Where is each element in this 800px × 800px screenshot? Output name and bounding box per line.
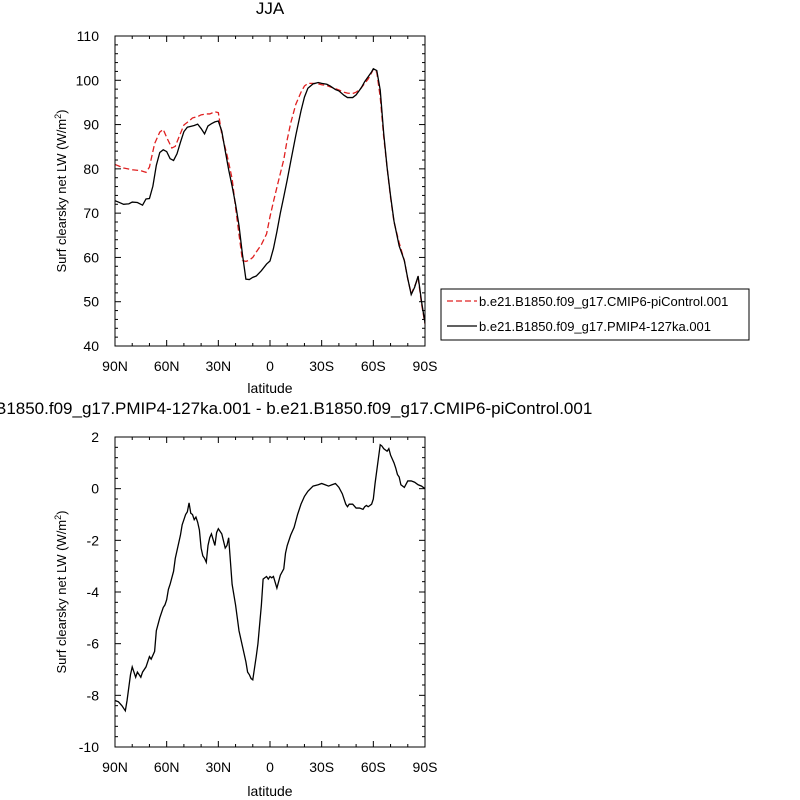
series-line-0-0	[115, 68, 425, 324]
bottom-panel: b.e21.B1850.f09_g17.PMIP4-127ka.001 - b.…	[0, 399, 592, 799]
series-line-0-1	[115, 67, 425, 324]
y-tick-label: -8	[87, 687, 100, 703]
top-y-axis-label: Surf clearsky net LW (W/m2)	[53, 110, 69, 273]
bottom-x-axis-label: latitude	[247, 783, 292, 799]
y-tick-label: 110	[77, 28, 100, 44]
x-tick-label: 90S	[413, 358, 438, 374]
top-plot-area	[115, 67, 425, 324]
y-tick-label: -4	[87, 584, 100, 600]
y-tick-label: -10	[79, 739, 99, 755]
y-tick-label: 80	[83, 161, 99, 177]
x-tick-label: 60S	[361, 759, 386, 775]
legend-label-127ka: b.e21.B1850.f09_g17.PMIP4-127ka.001	[479, 319, 711, 334]
top-x-axis-label: latitude	[247, 380, 292, 396]
x-tick-label: 30N	[205, 358, 231, 374]
bottom-y-axis-label: Surf clearsky net LW (W/m2)	[53, 511, 69, 674]
legend-box	[440, 288, 750, 341]
x-tick-label: 60N	[154, 759, 180, 775]
x-tick-label: 90S	[413, 759, 438, 775]
y-tick-label: 50	[83, 294, 99, 310]
x-tick-label: 0	[266, 358, 274, 374]
x-tick-label: 30S	[309, 358, 334, 374]
top-panel: JJA 90N 60N 30N 0 30S 60S 90S 40 50 60 70 80 90 100 11…	[53, 0, 750, 396]
bottom-chart-title: b.e21.B1850.f09_g17.PMIP4-127ka.001 - b.…	[0, 399, 592, 418]
y-tick-label: 70	[83, 205, 99, 221]
y-tick-label: -6	[87, 636, 100, 652]
top-axes: 90N 60N 30N 0 30S 60S 90S 40 50 60 70 80 90 100 110	[76, 28, 438, 374]
series-line-1-0	[115, 443, 425, 713]
y-tick-label: -2	[87, 532, 100, 548]
bottom-plot-area	[115, 443, 425, 713]
top-legend: b.e21.B1850.f09_g17.CMIP6-piControl.001 …	[440, 288, 750, 341]
y-tick-label: 90	[83, 117, 99, 133]
legend-label-piControl: b.e21.B1850.f09_g17.CMIP6-piControl.001	[479, 294, 728, 309]
x-tick-label: 90N	[102, 759, 128, 775]
x-tick-label: 0	[266, 759, 274, 775]
x-tick-label: 30S	[309, 759, 334, 775]
y-tick-label: 100	[76, 72, 100, 88]
x-tick-label: 60S	[361, 358, 386, 374]
y-tick-label: 40	[83, 338, 99, 354]
x-tick-label: 30N	[205, 759, 231, 775]
plot-frame-1	[114, 436, 426, 748]
y-tick-label: 0	[91, 481, 99, 497]
x-tick-label: 90N	[102, 358, 128, 374]
bottom-axes: 90N 60N 30N 0 30S 60S 90S -10 -8 -6 -4 -2 0 2	[79, 429, 438, 775]
top-chart-title: JJA	[256, 0, 285, 18]
y-tick-label: 60	[83, 249, 99, 265]
x-tick-label: 60N	[154, 358, 180, 374]
y-tick-label: 2	[91, 429, 99, 445]
